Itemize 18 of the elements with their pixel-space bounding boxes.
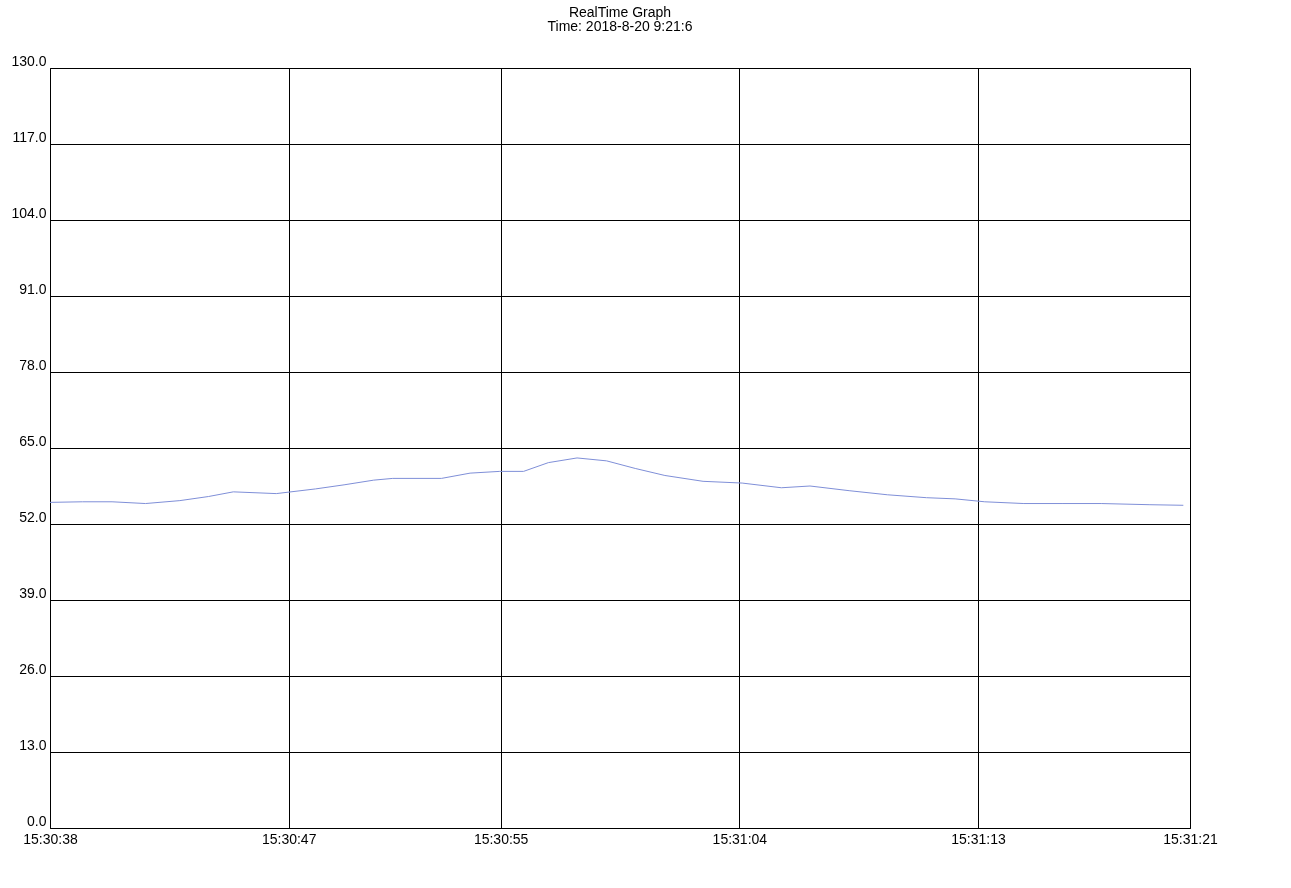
x-tick-label: 15:31:04 xyxy=(712,830,768,847)
y-tick-label: 39.0 xyxy=(19,584,47,601)
y-tick-label: 91.0 xyxy=(19,280,47,297)
x-tick-label: 15:30:38 xyxy=(23,830,78,847)
y-tick-label: 13.0 xyxy=(19,736,47,753)
y-tick-label: 52.0 xyxy=(19,508,47,525)
y-tick-label: 117.0 xyxy=(12,128,47,145)
x-tick-label: 15:31:13 xyxy=(951,830,1006,847)
x-tick-label: 15:31:21 xyxy=(1163,830,1218,847)
x-tick-label: 15:30:55 xyxy=(473,830,529,847)
y-tick-label: 78.0 xyxy=(19,356,47,373)
chart-title: RealTime Graph xyxy=(568,4,672,20)
y-tick-label: 0.0 xyxy=(27,812,47,829)
y-tick-label: 104.0 xyxy=(11,204,47,221)
y-tick-label: 65.0 xyxy=(19,432,47,449)
y-tick-label: 26.0 xyxy=(19,660,47,677)
x-tick-label: 15:30:47 xyxy=(261,830,317,847)
y-tick-label: 130.0 xyxy=(11,52,47,69)
